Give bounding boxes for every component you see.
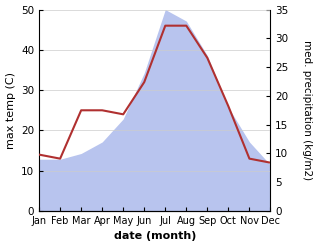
X-axis label: date (month): date (month) xyxy=(114,231,196,242)
Y-axis label: med. precipitation (kg/m2): med. precipitation (kg/m2) xyxy=(302,40,313,180)
Y-axis label: max temp (C): max temp (C) xyxy=(5,72,16,149)
